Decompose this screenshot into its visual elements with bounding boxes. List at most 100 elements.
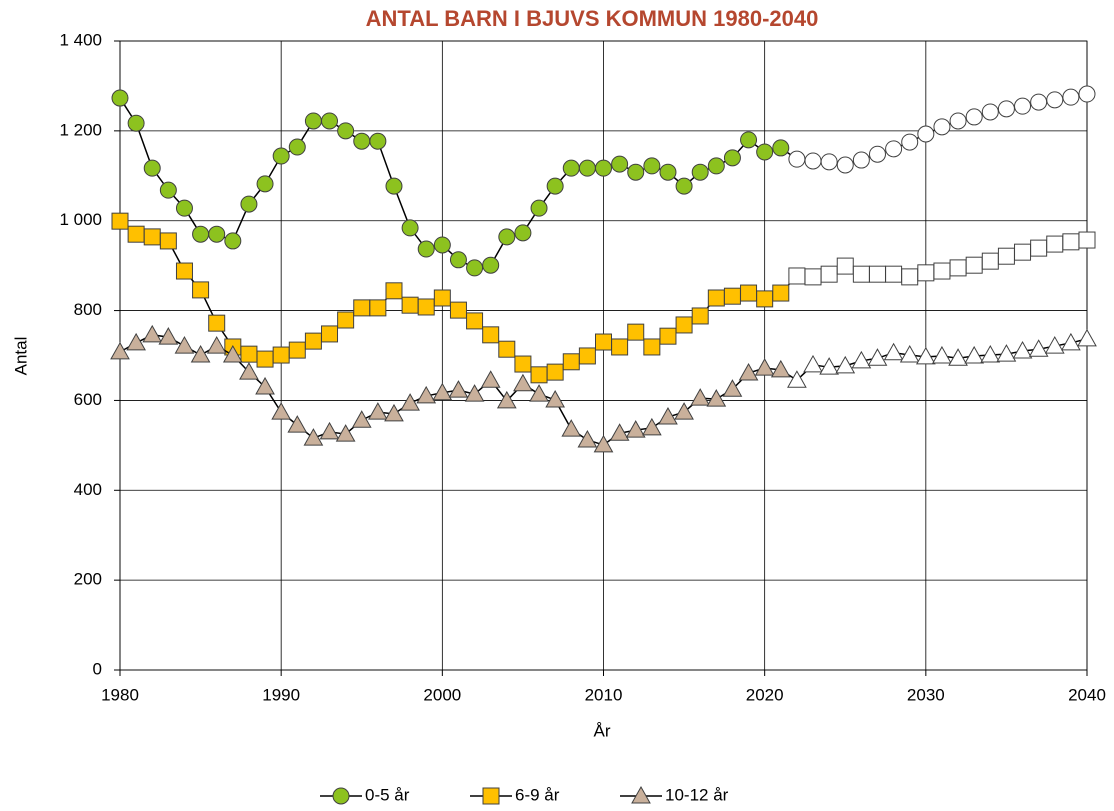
marker [631,785,651,804]
marker [819,357,839,375]
marker [836,257,854,275]
marker [126,332,146,351]
marker [240,345,258,363]
marker [546,363,564,381]
marker [1014,243,1032,261]
marker [288,138,306,156]
marker [272,147,290,165]
marker [595,333,612,351]
marker [449,301,467,319]
marker [917,125,935,143]
marker [385,177,403,195]
marker [772,284,790,302]
marker [319,421,340,440]
marker [804,268,822,286]
marker [256,175,274,193]
marker [915,346,936,365]
marker [852,265,870,283]
marker [933,262,951,280]
marker [658,407,678,425]
y-tick-label: 0 [93,659,102,678]
y-tick-label: 1 000 [59,210,102,229]
marker [514,355,532,373]
marker [208,314,226,332]
marker [981,252,999,270]
marker [772,139,790,157]
marker [867,348,888,366]
x-tick-label: 1980 [101,685,139,704]
marker [627,163,645,181]
marker [224,232,242,250]
marker [368,402,388,420]
marker [321,112,339,130]
marker [787,370,807,388]
marker [206,336,227,354]
marker [707,157,725,175]
marker [756,143,774,161]
x-axis-label: År [594,721,611,740]
marker [142,324,163,343]
marker [1014,97,1032,115]
y-axis-label: Antal [11,337,30,376]
marker [482,256,500,274]
x-tick-label: 2020 [746,685,784,704]
marker [530,366,548,384]
marker [578,159,596,177]
marker [675,316,693,334]
marker [337,311,355,329]
marker [190,345,211,363]
marker [996,344,1017,362]
marker [127,114,145,132]
marker [110,341,130,360]
marker [1044,336,1065,354]
marker [449,251,467,269]
y-tick-label: 200 [74,570,102,589]
marker [332,787,350,805]
marker [240,195,258,213]
marker [111,89,129,107]
marker [530,199,548,217]
marker [175,199,193,217]
y-tick-label: 1 200 [59,120,102,139]
marker [740,284,758,302]
marker [578,347,596,365]
x-tick-label: 2030 [907,685,945,704]
marker [754,358,775,376]
marker [304,332,322,350]
marker [803,354,823,373]
marker [852,151,870,169]
marker [466,312,484,330]
marker [756,290,774,308]
marker [498,340,516,358]
y-tick-label: 800 [74,300,102,319]
marker [997,247,1015,265]
marker [222,345,243,363]
marker [883,342,904,361]
marker [1078,231,1096,249]
marker [836,156,854,174]
marker [659,163,677,181]
marker [401,296,419,314]
marker [691,307,709,325]
marker [788,267,806,285]
marker [482,326,500,344]
marker [706,389,727,407]
marker [885,140,903,158]
marker [192,225,210,243]
marker [1030,93,1048,111]
marker [175,262,193,280]
marker [432,382,453,401]
x-tick-label: 1990 [262,685,300,704]
marker [1078,85,1096,103]
marker [561,419,582,437]
marker [159,181,177,199]
marker [691,163,709,181]
marker [529,384,549,402]
marker [498,228,516,246]
x-tick-label: 2040 [1068,685,1106,704]
marker [416,385,437,404]
marker [272,346,290,364]
marker [1028,339,1049,357]
marker [609,423,630,441]
